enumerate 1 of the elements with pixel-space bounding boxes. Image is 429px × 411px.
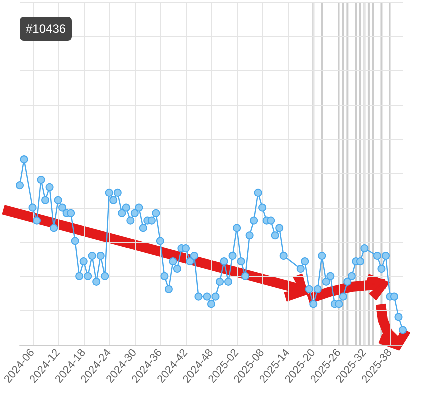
text: #10436 [20, 17, 72, 41]
